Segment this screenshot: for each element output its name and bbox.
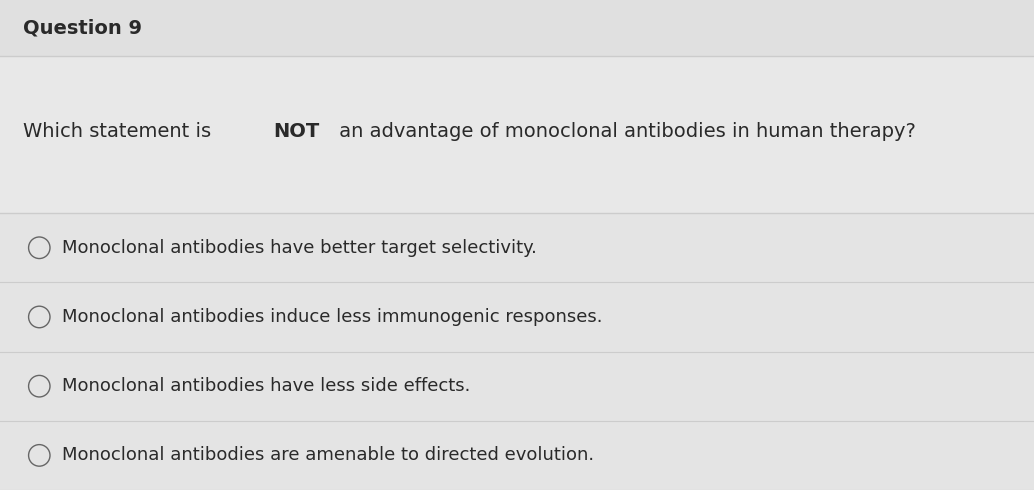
Text: an advantage of monoclonal antibodies in human therapy?: an advantage of monoclonal antibodies in… <box>333 122 916 141</box>
Bar <box>0 352 1034 421</box>
Text: Which statement is: Which statement is <box>23 122 217 141</box>
Text: Monoclonal antibodies induce less immunogenic responses.: Monoclonal antibodies induce less immuno… <box>62 308 603 326</box>
Bar <box>0 56 1034 213</box>
Text: Monoclonal antibodies are amenable to directed evolution.: Monoclonal antibodies are amenable to di… <box>62 446 595 465</box>
Text: Monoclonal antibodies have better target selectivity.: Monoclonal antibodies have better target… <box>62 239 537 257</box>
Bar <box>0 213 1034 282</box>
Text: NOT: NOT <box>274 122 320 141</box>
Bar <box>0 0 1034 56</box>
Bar <box>0 282 1034 352</box>
Text: Monoclonal antibodies have less side effects.: Monoclonal antibodies have less side eff… <box>62 377 470 395</box>
Text: Question 9: Question 9 <box>23 19 142 38</box>
Bar <box>0 421 1034 490</box>
